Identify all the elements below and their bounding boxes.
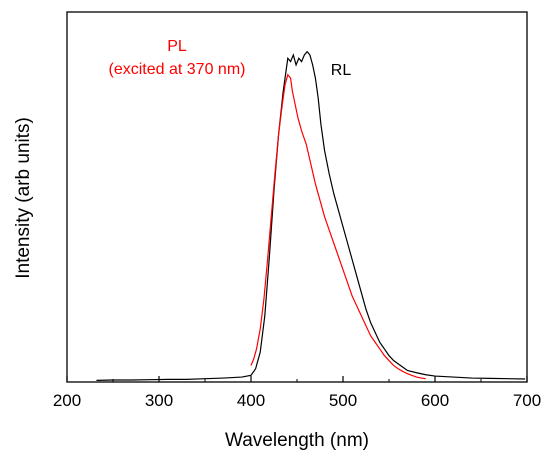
y-axis-label: Intensity (arb units) [13, 117, 34, 279]
series-line-rl [96, 50, 526, 381]
annotation-rl-label: RL [331, 62, 352, 79]
series-line-pl [250, 73, 426, 380]
x-tick-label: 500 [329, 391, 357, 410]
x-tick-label: 300 [145, 391, 173, 410]
x-tick-label: 400 [237, 391, 265, 410]
x-tick-label: 700 [513, 391, 541, 410]
x-tick-label: 600 [421, 391, 449, 410]
annotation-pl-excitation: (excited at 370 nm) [109, 61, 246, 78]
x-axis-ticks [66, 376, 528, 382]
annotation-pl-label: PL [167, 38, 187, 55]
x-tick-label: 200 [53, 391, 81, 410]
x-axis-label: Wavelength (nm) [225, 430, 369, 451]
x-axis-tick-labels: 200 300 400 500 600 700 [53, 391, 541, 410]
